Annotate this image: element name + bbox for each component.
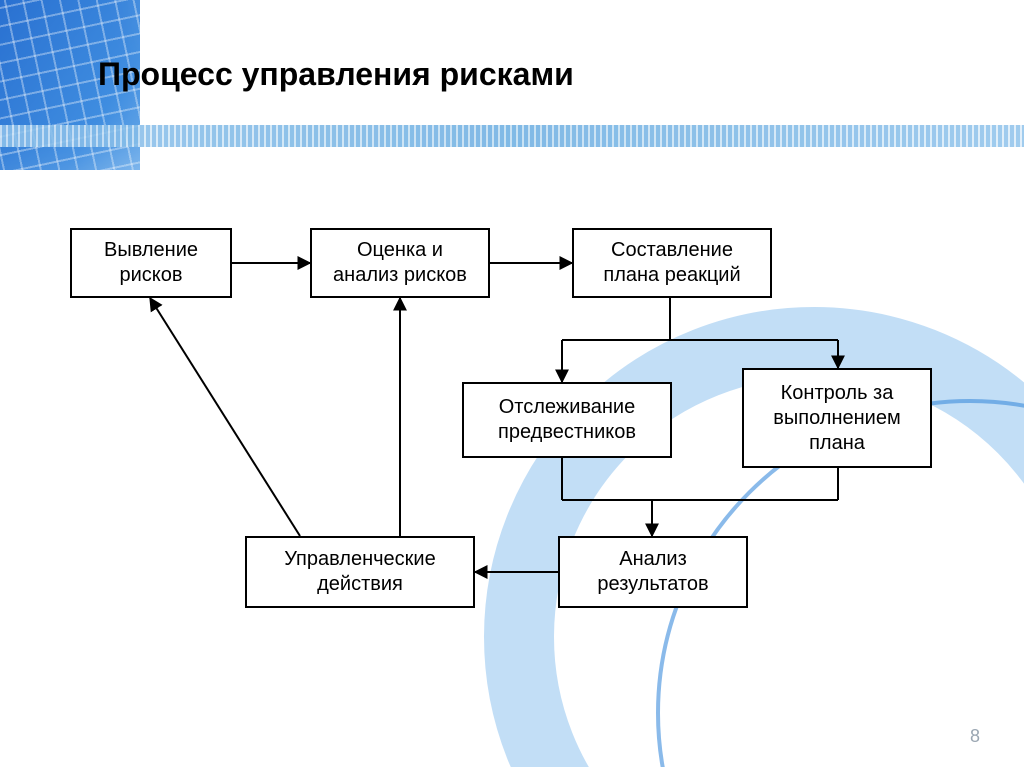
flow-node-n6: Анализрезультатов bbox=[558, 536, 748, 608]
flow-node-n2: Оценка ианализ рисков bbox=[310, 228, 490, 298]
flow-edge bbox=[150, 298, 300, 536]
flow-node-n5: Контроль завыполнениемплана bbox=[742, 368, 932, 468]
page-title: Процесс управления рисками bbox=[98, 56, 574, 93]
flow-node-n4: Отслеживаниепредвестников bbox=[462, 382, 672, 458]
slide: Процесс управления рисками Вывлениериско… bbox=[0, 0, 1024, 767]
flow-node-n3: Составлениеплана реакций bbox=[572, 228, 772, 298]
flow-node-n7: Управленческиедействия bbox=[245, 536, 475, 608]
divider-band bbox=[0, 125, 1024, 147]
page-number: 8 bbox=[970, 726, 980, 747]
flow-node-n1: Вывлениерисков bbox=[70, 228, 232, 298]
